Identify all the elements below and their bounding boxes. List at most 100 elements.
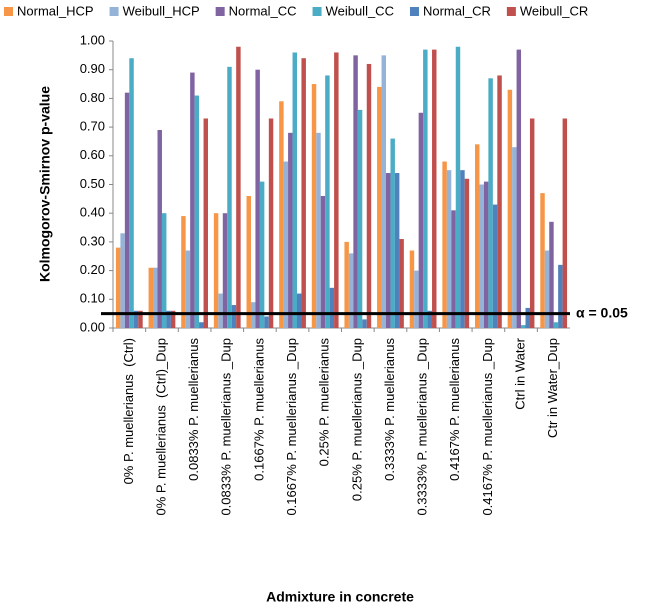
bar <box>540 193 545 328</box>
bar <box>357 109 363 328</box>
y-tick-label: 0.80 <box>80 90 105 105</box>
bar <box>427 310 433 328</box>
bar <box>377 86 382 328</box>
bar <box>157 129 162 328</box>
bar <box>475 144 480 328</box>
bar <box>255 69 260 328</box>
bar <box>432 49 437 329</box>
y-tick-label: 0.10 <box>80 291 105 306</box>
bar <box>446 170 452 328</box>
bar <box>344 241 349 328</box>
bar <box>414 270 419 328</box>
bar <box>320 195 326 328</box>
bar <box>479 184 484 328</box>
bar <box>148 267 154 328</box>
y-tick-label: 0.40 <box>80 205 105 220</box>
bar <box>348 253 354 328</box>
bar <box>181 216 186 328</box>
legend-swatch <box>409 7 419 16</box>
bar <box>120 233 125 328</box>
bar <box>311 84 317 328</box>
bar <box>296 293 302 328</box>
x-tick-label: Ctr in Water_Dup <box>545 338 560 438</box>
bar <box>423 49 428 329</box>
bar <box>316 132 321 328</box>
bar <box>549 221 554 328</box>
bar <box>264 316 269 328</box>
bar <box>325 75 330 328</box>
x-axis-title: Admixture in concrete <box>266 589 414 605</box>
x-tick-label: 0.25% P. muellerianus _Dup <box>349 338 364 501</box>
legend-label: Weibull_CR <box>520 3 588 18</box>
legend-swatch <box>109 7 119 16</box>
bar <box>227 66 232 328</box>
y-tick-label: 0.90 <box>80 61 105 76</box>
x-tick-label: 0.1667% P. muellerianus _Dup <box>284 338 299 516</box>
bar <box>525 307 530 328</box>
bar <box>521 325 526 328</box>
y-tick-label: 0.70 <box>80 119 105 134</box>
bar <box>381 55 387 328</box>
bar <box>399 239 404 328</box>
bar <box>386 173 391 328</box>
bar <box>418 112 424 328</box>
bar <box>231 305 237 328</box>
bar <box>153 267 158 328</box>
x-tick-label: 0.25% P. muellerianus <box>317 338 332 467</box>
bar <box>301 58 306 328</box>
bar <box>170 310 176 328</box>
bar <box>353 55 358 328</box>
bar <box>492 204 498 328</box>
legend-label: Weibull_CC <box>326 3 394 18</box>
legend-swatch <box>215 7 225 16</box>
bar <box>279 101 284 329</box>
bar <box>138 310 143 328</box>
legend-swatch <box>506 7 516 16</box>
bar <box>544 250 550 328</box>
bar <box>394 173 400 328</box>
bar <box>185 250 191 328</box>
legend-label: Normal_HCP <box>17 3 94 18</box>
bar <box>329 287 335 328</box>
bar <box>334 52 339 328</box>
bar <box>129 58 134 328</box>
y-tick-label: 0.30 <box>80 233 105 248</box>
bar <box>283 161 289 328</box>
bar <box>222 213 228 328</box>
x-tick-label: 0.4167% P. muellerianus _Dup <box>480 338 495 516</box>
bar <box>497 75 502 328</box>
bar <box>203 118 208 329</box>
bar <box>558 264 563 328</box>
bar <box>483 181 489 328</box>
bar <box>133 310 139 328</box>
bar <box>194 95 200 328</box>
x-tick-label: Ctrl in Water <box>512 337 527 409</box>
bar <box>218 293 223 328</box>
bar <box>529 118 535 329</box>
bar <box>366 63 372 329</box>
bar <box>259 181 265 328</box>
bar <box>288 132 293 328</box>
y-axis-title: Kolmogorov-Smirnov p-value <box>37 86 53 282</box>
bar <box>292 52 297 328</box>
x-tick-label: 0.4167% P. muellerianus <box>447 338 462 481</box>
bar <box>455 46 461 329</box>
bar <box>246 195 251 328</box>
bar <box>516 49 522 329</box>
bar <box>115 247 121 328</box>
bar <box>451 210 456 328</box>
bar <box>464 178 470 328</box>
bar <box>562 118 568 329</box>
y-tick-label: 0.20 <box>80 262 105 277</box>
bar <box>124 92 130 328</box>
bar <box>488 78 493 328</box>
y-tick-label: 1.00 <box>80 32 105 47</box>
bar <box>236 46 241 329</box>
bar <box>409 250 415 328</box>
x-tick-label: 0.1667% P. muellerianus <box>251 338 266 481</box>
bar <box>161 213 167 328</box>
legend-swatch <box>4 7 13 16</box>
x-tick-label: 0.3333% P. muellerianus <box>382 338 397 481</box>
bar <box>190 72 195 328</box>
legend-swatch <box>312 7 322 16</box>
